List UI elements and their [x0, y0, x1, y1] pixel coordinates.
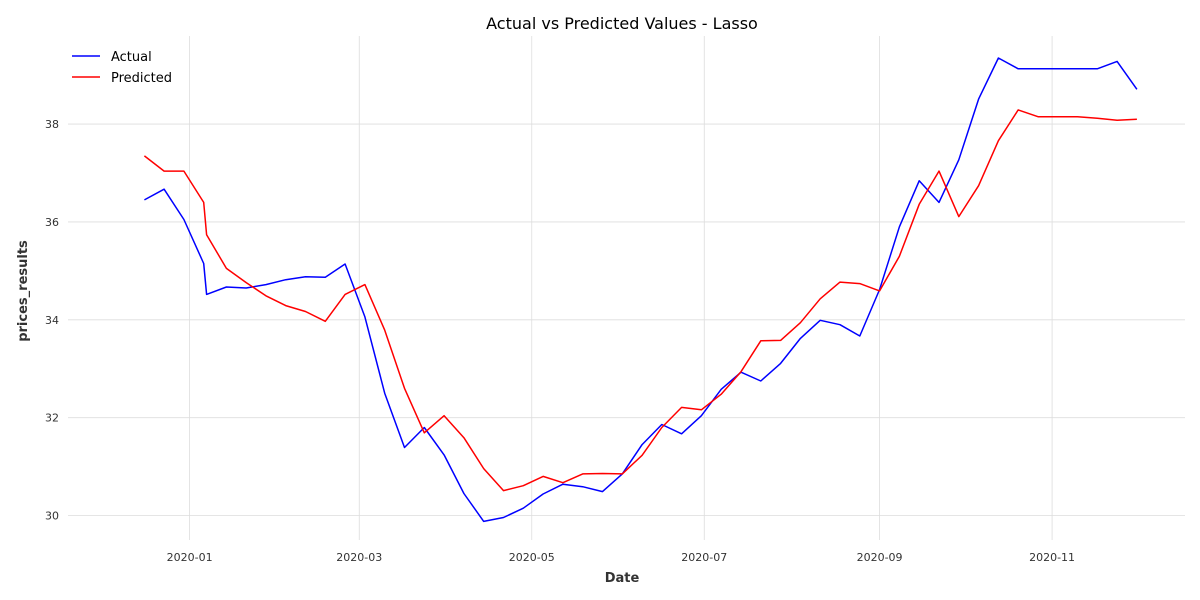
x-gridlines: [189, 36, 1053, 540]
legend: Actual Predicted: [72, 50, 172, 86]
y-tick-label: 30: [45, 510, 59, 523]
y-tick-label: 32: [45, 412, 59, 425]
legend-label-actual: Actual: [111, 50, 152, 65]
chart-title: Actual vs Predicted Values - Lasso: [486, 14, 758, 33]
x-tick-label: 2020-07: [681, 551, 727, 564]
y-tick-label: 36: [45, 216, 59, 229]
x-tick-label: 2020-11: [1029, 551, 1075, 564]
legend-label-predicted: Predicted: [111, 71, 172, 86]
series-line-actual: [144, 57, 1138, 523]
y-tick-labels: 30 32 34 36 38: [45, 118, 59, 522]
x-tick-label: 2020-05: [509, 551, 555, 564]
x-tick-label: 2020-09: [857, 551, 903, 564]
y-tick-label: 34: [45, 314, 59, 327]
x-tick-labels: 2020-01 2020-03 2020-05 2020-07 2020-09 2020-…: [167, 551, 1075, 564]
y-axis-label: prices_results: [16, 240, 31, 342]
y-tick-label: 38: [45, 118, 59, 131]
series-lines: [143, 57, 1138, 523]
y-gridlines: [68, 123, 1185, 516]
x-axis-label: Date: [605, 571, 640, 586]
x-tick-label: 2020-03: [336, 551, 382, 564]
series-line-predicted: [143, 109, 1137, 492]
x-tick-label: 2020-01: [167, 551, 213, 564]
